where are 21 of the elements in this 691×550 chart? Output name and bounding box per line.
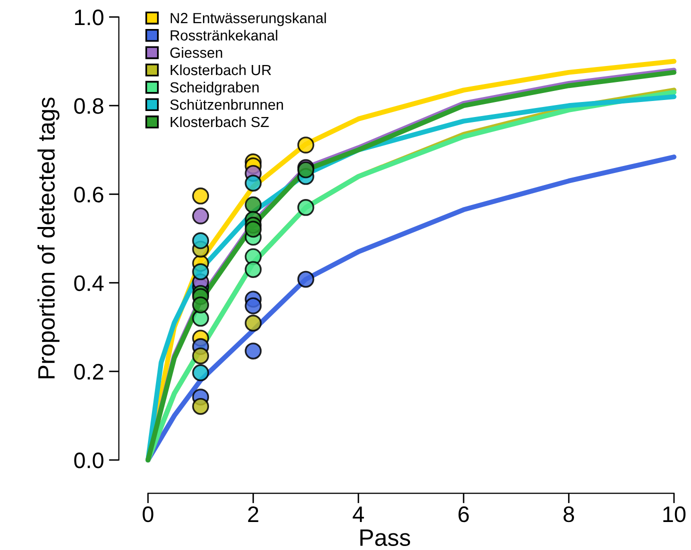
y-tick-label: 0.4 [74,275,104,292]
legend-label: Klosterbach SZ [170,116,269,128]
y-tick-label: 0.2 [74,364,104,380]
y-tick-label: 1.0 [75,10,104,26]
legend-label: Scheidgraben [170,82,259,96]
x-tick-label: 2 [248,506,258,522]
y-tick-label: 0.8 [74,98,104,114]
y-tick-label: 0.0 [74,452,104,468]
legend-label: Rosstränkekanal [170,30,278,41]
legend-label: N2 Entwässerungskanal [170,12,326,26]
x-tick-label: 8 [564,506,574,522]
x-tick-label: 6 [458,506,469,522]
x-tick-label: 0 [142,506,154,522]
legend-label: Schützenbrunnen [170,99,283,110]
y-axis-title: Proportion of detected tags [37,98,60,378]
legend-label: Klosterbach UR [170,64,272,76]
x-tick-label: 10 [663,506,686,522]
x-tick-label: 4 [352,506,364,522]
x-axis-title: Pass [360,530,410,546]
legend-label: Giessen [170,47,222,58]
y-tick-label: 0.6 [74,186,104,202]
